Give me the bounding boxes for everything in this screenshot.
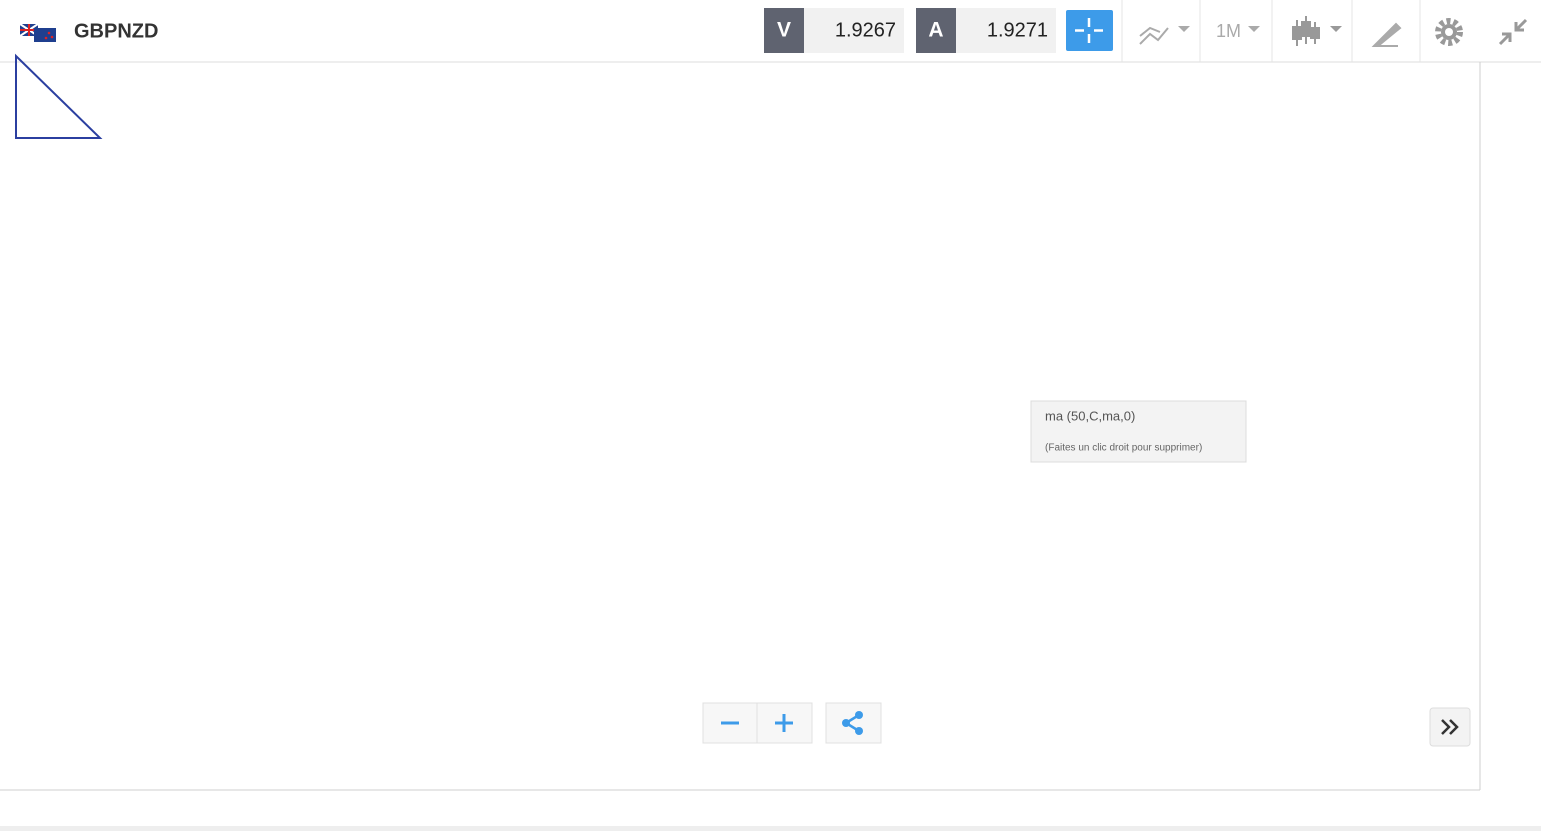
- triangle-drawing[interactable]: [15, 53, 103, 139]
- collapse-button[interactable]: [1498, 18, 1528, 46]
- zoom-out-button[interactable]: [702, 702, 758, 744]
- settings-button[interactable]: [1435, 18, 1463, 46]
- tooltip-hint: (Faites un clic droit pour supprimer): [1045, 443, 1202, 454]
- candle-style-button[interactable]: [1292, 16, 1342, 46]
- crosshair-button[interactable]: [1066, 10, 1113, 51]
- tooltip: [1030, 400, 1247, 463]
- chart-type-button[interactable]: [1139, 26, 1190, 45]
- timeframe[interactable]: 1M: [1216, 21, 1241, 41]
- zoom-in-button[interactable]: [756, 702, 813, 744]
- flag-icon: [19, 23, 56, 42]
- scrollbar: [0, 826, 1541, 831]
- buy-price: 1.9271: [987, 19, 1048, 41]
- draw-tool-button[interactable]: [1371, 22, 1402, 47]
- share-button[interactable]: [825, 702, 882, 744]
- sell-label: V: [777, 19, 791, 42]
- buy-button[interactable]: [916, 8, 956, 53]
- timeframe-caret: [1248, 26, 1260, 32]
- buy-label: A: [928, 19, 943, 42]
- tooltip-title: ma (50,C,ma,0): [1045, 408, 1135, 423]
- buy-price-box[interactable]: [956, 8, 1056, 53]
- sell-button[interactable]: [764, 8, 804, 53]
- symbol[interactable]: GBPNZD: [74, 20, 158, 42]
- scroll-end-button[interactable]: [1429, 707, 1471, 747]
- sell-price: 1.9267: [835, 19, 896, 41]
- sell-price-box[interactable]: [804, 8, 904, 53]
